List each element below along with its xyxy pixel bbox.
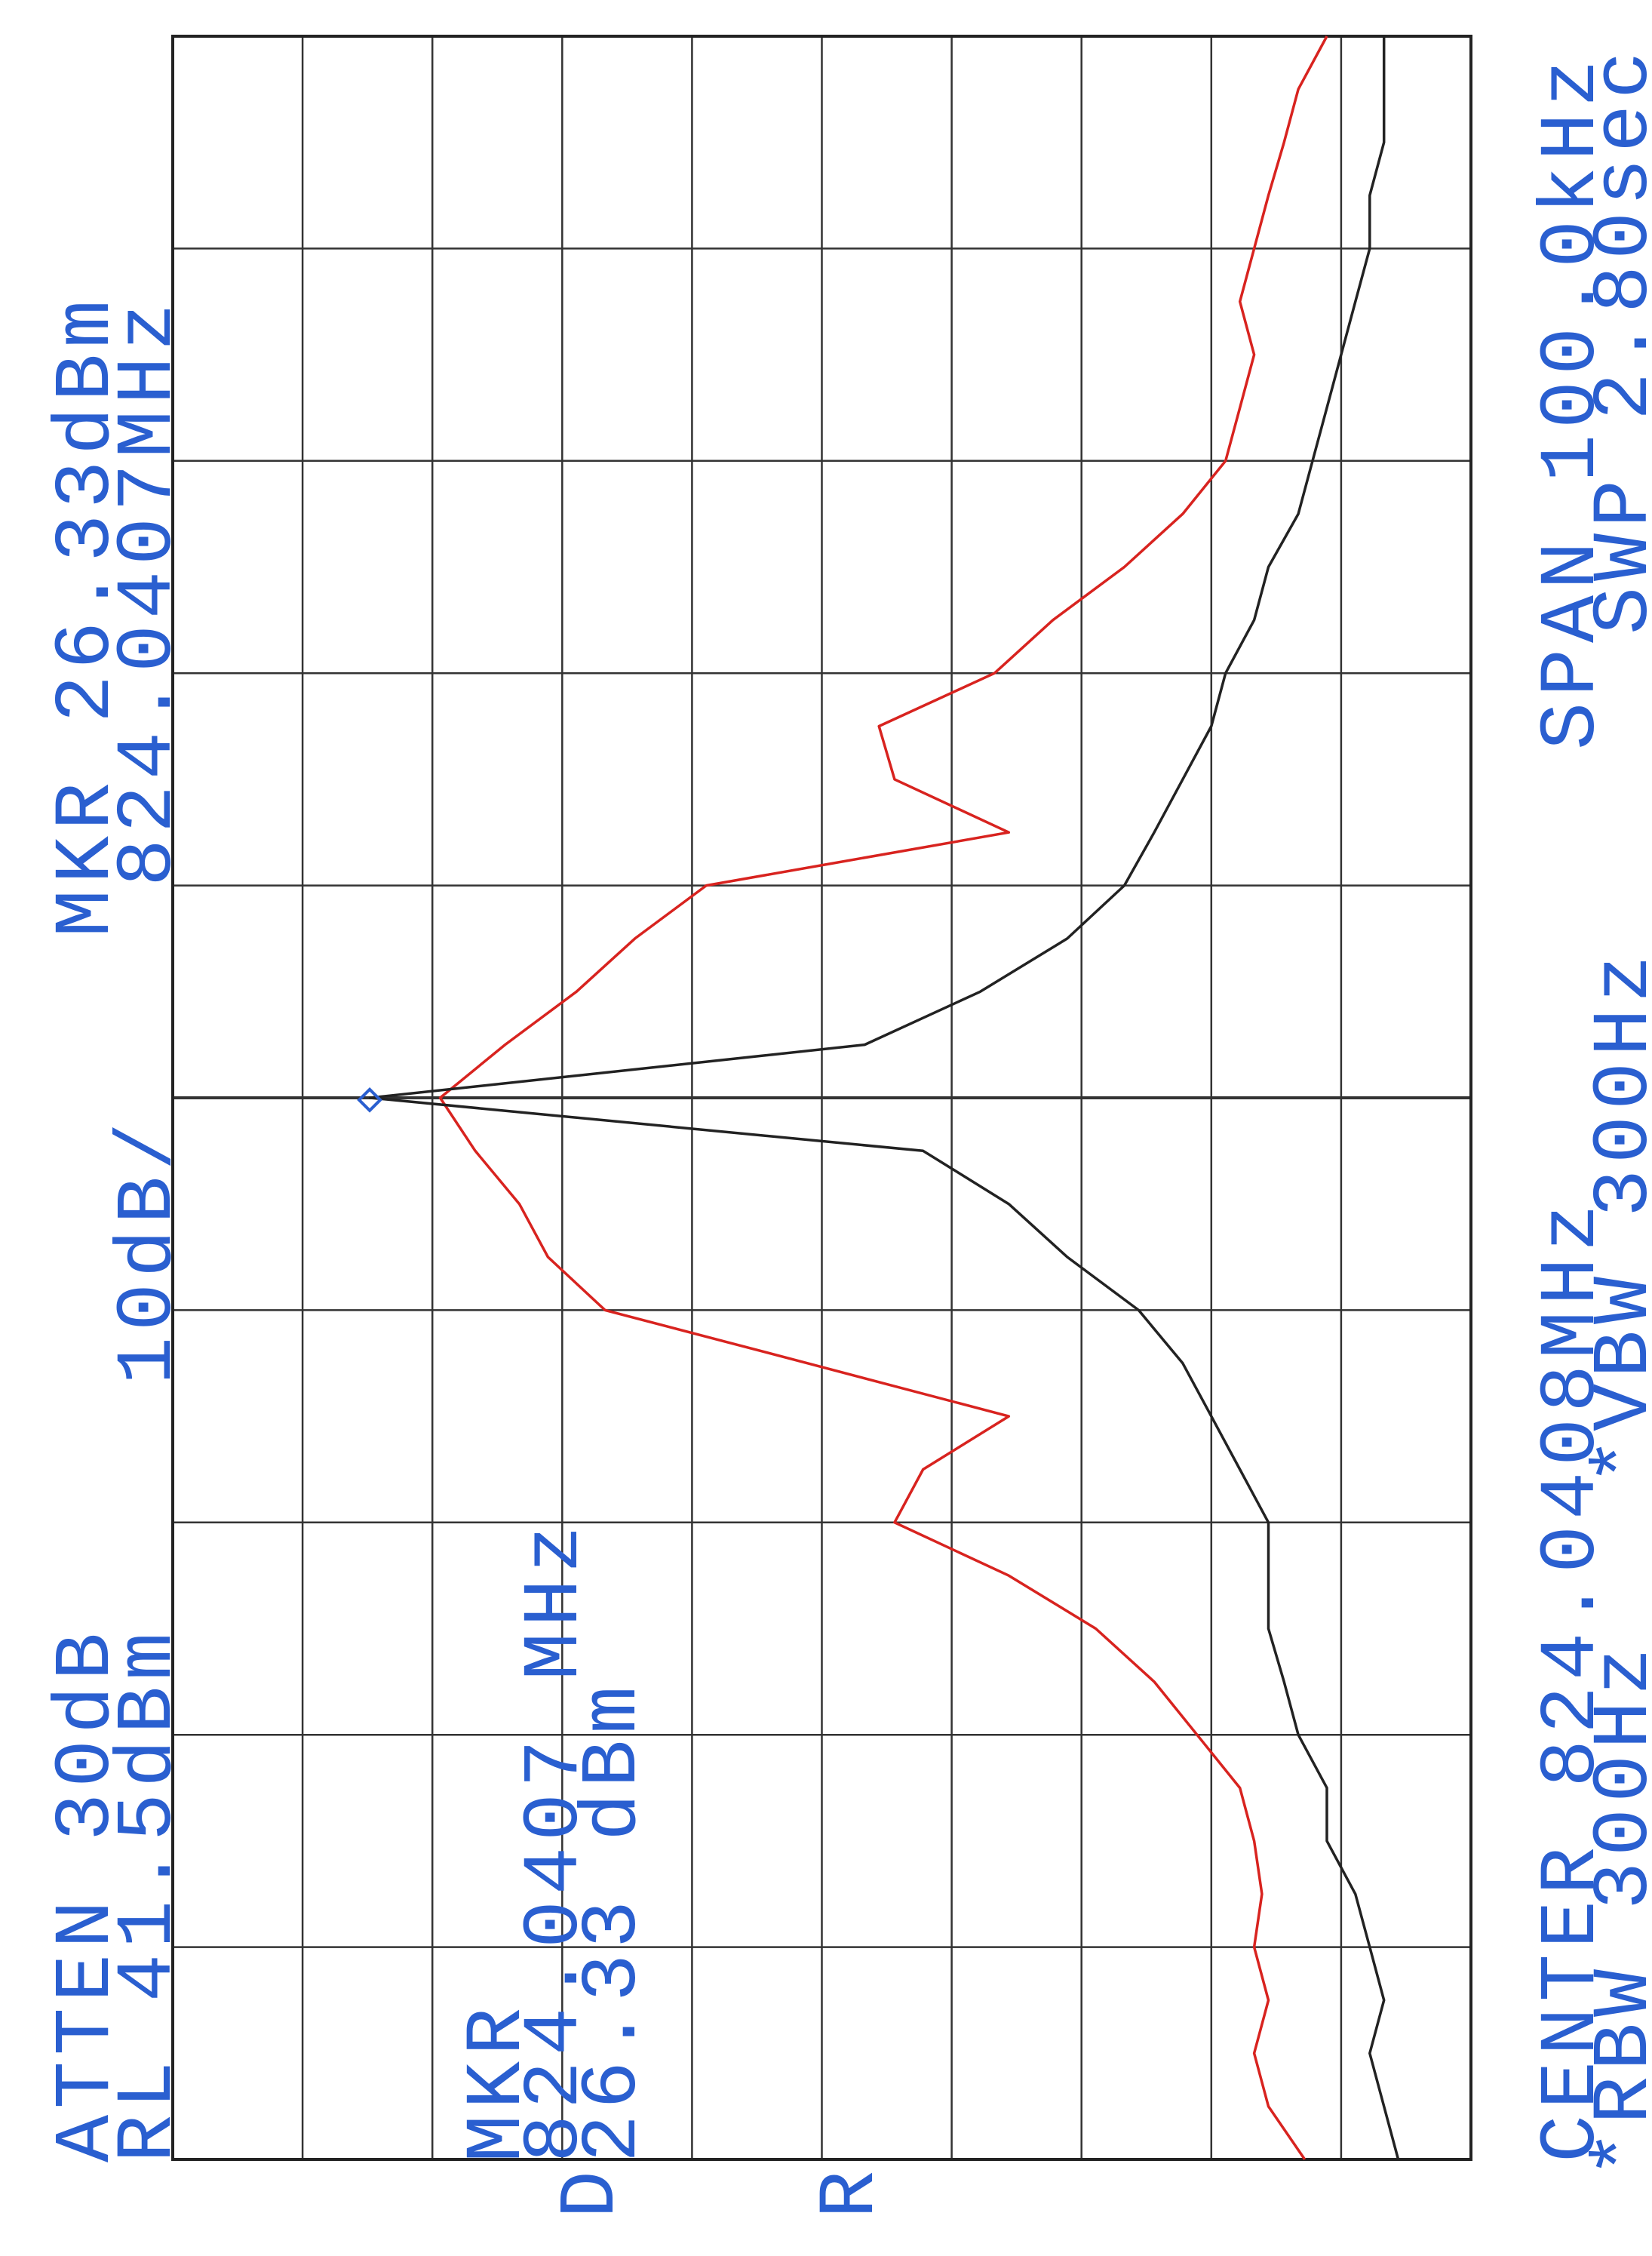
annotation: MKR 26.33dBm	[42, 294, 132, 937]
annotation: MKR	[453, 2002, 543, 2162]
annotation: CENTER 824.0408MHz	[1528, 1198, 1617, 2162]
annotation: R	[806, 2165, 896, 2218]
annotation: 10dB/	[104, 1117, 194, 1385]
plot-border	[171, 35, 1472, 2161]
annotation: 26.33 dBm	[569, 1680, 659, 2162]
marker	[357, 1087, 382, 1113]
annotation: 824.0407 MHz	[511, 1520, 600, 2162]
annotation: *VBW 300Hz	[1580, 949, 1652, 1485]
trace	[368, 36, 1400, 2160]
annotation: *RBW 300Hz	[1580, 1642, 1652, 2178]
annotation: ATTEN 30dB	[42, 1627, 132, 2162]
annotation: SWP 2.80sec	[1580, 45, 1652, 635]
annotation: 824.0407MHz	[104, 297, 194, 887]
trace	[438, 35, 1328, 2160]
annotation: D	[547, 2165, 637, 2218]
annotation: RL 41.5dBm	[104, 1627, 194, 2162]
annotation: SPAN 100.0kHz	[1528, 54, 1617, 750]
